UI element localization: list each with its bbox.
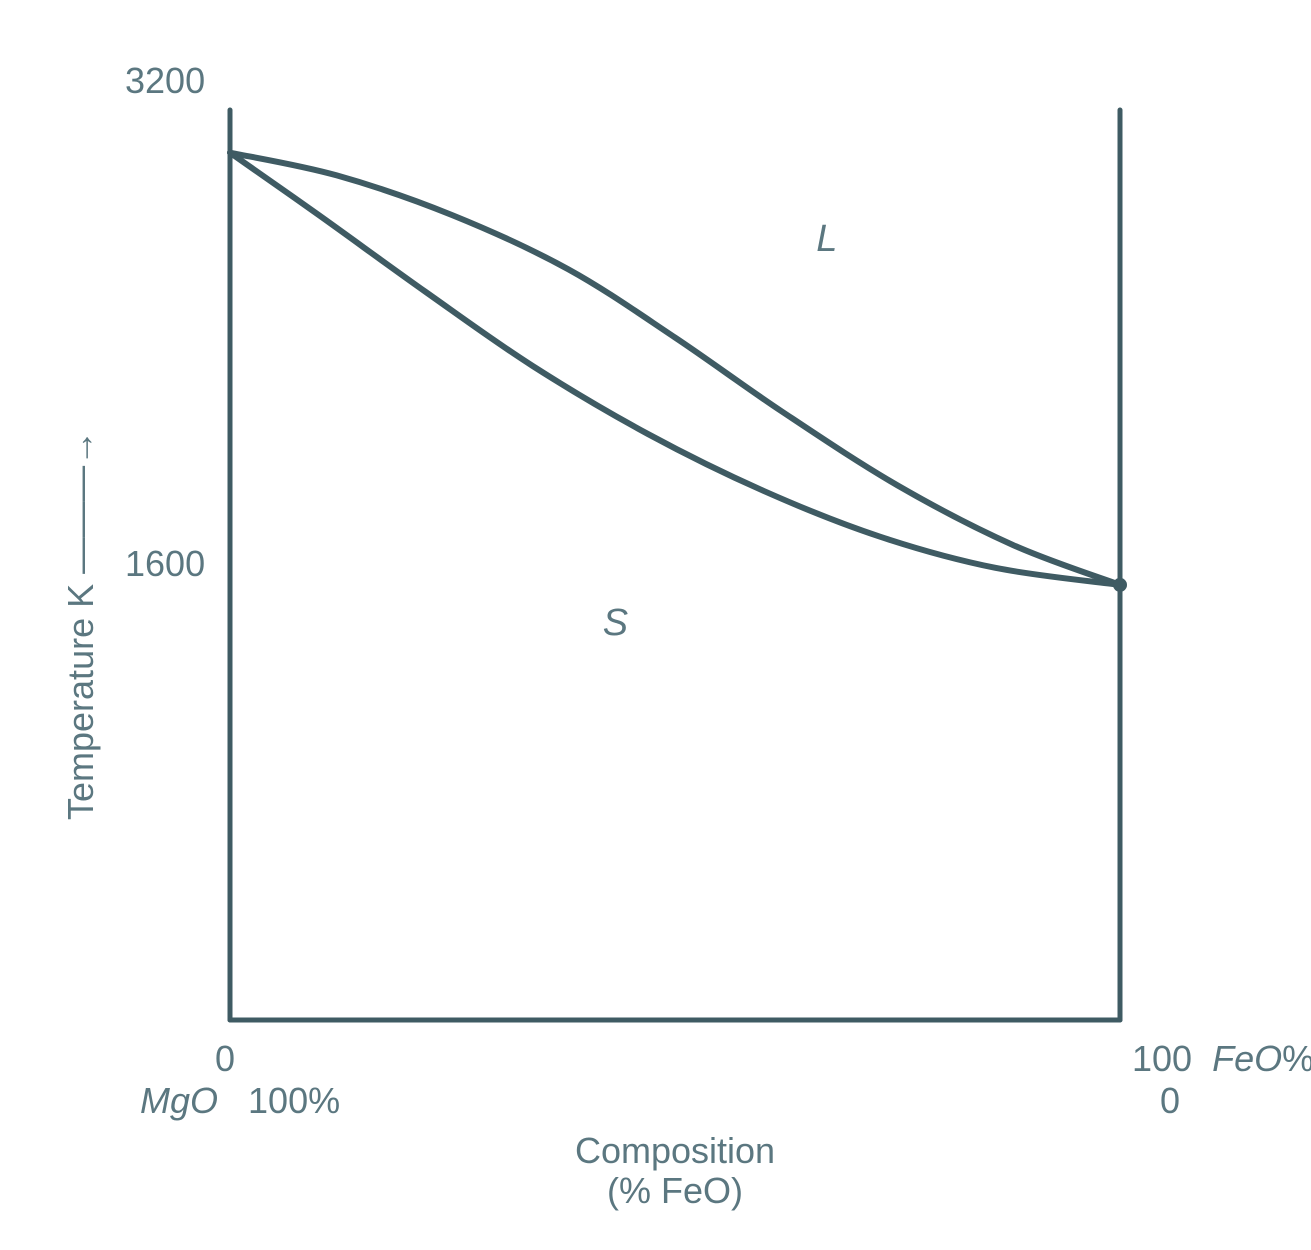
y-tick-3200: 3200 [125,60,205,102]
y-axis-label: Temperature K ———→ [60,430,102,820]
x-left-top-label: 0 [215,1038,235,1080]
region-label-liquid: L [816,218,837,261]
mgo-pct: 100% [228,1080,340,1121]
mgo-label: MgO [140,1080,218,1121]
feo-label: FeO [1212,1038,1282,1079]
chart-svg [0,0,1311,1250]
phase-diagram-chart: 3200 1600 Temperature K ———→ L S 0 MgO 1… [0,0,1311,1250]
x-axis-label-line1: Composition [475,1130,875,1172]
y-tick-1600: 1600 [125,543,205,585]
y-axis-arrow: ———→ [60,430,101,574]
x-right-top-value: 100 [1132,1038,1192,1079]
x-axis-label-line2: (% FeO) [475,1170,875,1212]
x-right-top-label: 100 FeO% [1132,1038,1311,1080]
feo-pct-sym: % [1282,1038,1311,1079]
x-right-bottom-label: 0 [1160,1080,1180,1122]
x-left-bottom-label: MgO 100% [140,1080,340,1122]
feo-pct-label [1202,1038,1212,1079]
y-axis-label-text: Temperature K [60,584,101,820]
region-label-solid: S [603,602,628,645]
